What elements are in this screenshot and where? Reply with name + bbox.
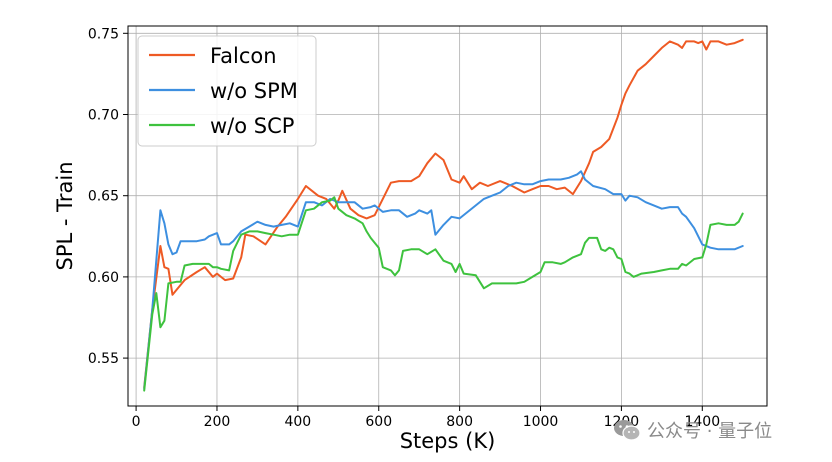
legend-label-falcon: Falcon (210, 44, 277, 68)
series-line-w-o-scp (143, 196, 744, 392)
x-tick-label: 800 (446, 414, 473, 430)
legend-box (137, 35, 317, 147)
legend-label-w-o-spm: w/o SPM (210, 79, 298, 103)
y-tick-label: 0.70 (88, 108, 119, 124)
series-line-falcon (143, 38, 744, 389)
y-tick-label: 0.75 (88, 26, 119, 42)
x-tick-label: 0 (132, 414, 141, 430)
x-axis-label: Steps (K) (400, 429, 496, 453)
y-axis-label: SPL - Train (53, 161, 77, 270)
legend: Falcon w/o SPM w/o SCP (137, 35, 317, 147)
watermark-text: 公众号 · 量子位 (647, 421, 773, 442)
x-tick-label: 600 (365, 414, 392, 430)
legend-label-w-o-scp: w/o SCP (210, 114, 294, 138)
y-tick-label: 0.65 (88, 189, 119, 205)
x-tick-label: 400 (284, 414, 311, 430)
watermark: 公众号 · 量子位 (613, 414, 772, 446)
x-tick-label: 200 (204, 414, 231, 430)
series-lines (143, 38, 744, 392)
wechat-icon (614, 420, 641, 441)
y-tick-label: 0.60 (88, 270, 119, 286)
plot-area-frame (127, 25, 768, 407)
y-tick-label: 0.55 (88, 351, 119, 367)
x-tick-label: 1000 (523, 414, 559, 430)
axis-ticks: 02004006008001000120014000.550.600.650.7… (88, 26, 720, 430)
series-line-w-o-spm (143, 170, 744, 390)
x-tick-label: 1400 (684, 414, 720, 430)
